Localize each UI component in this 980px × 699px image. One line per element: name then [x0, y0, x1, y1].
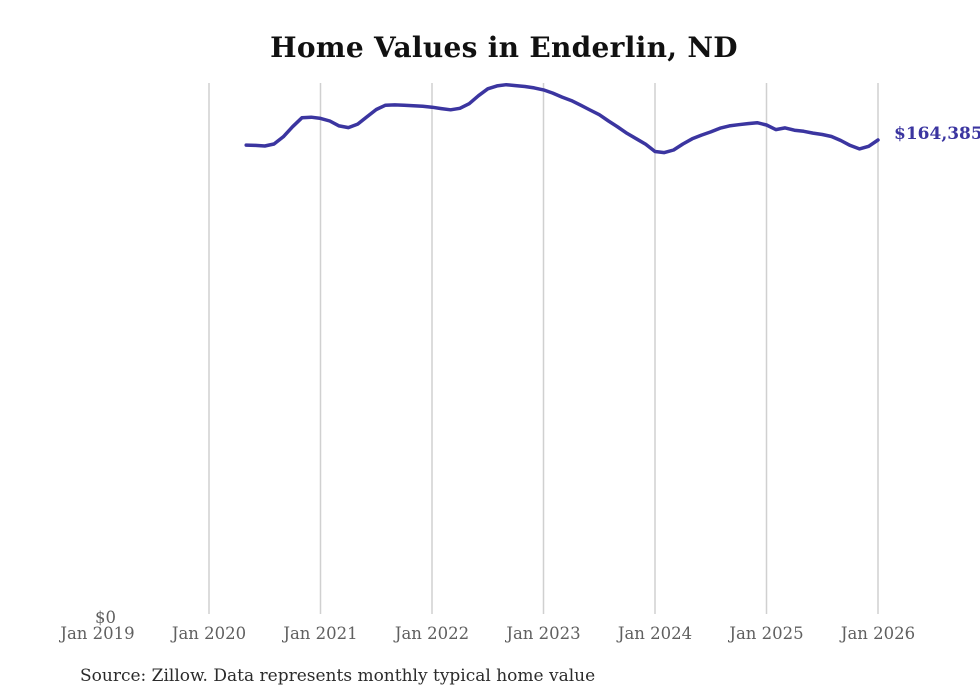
source-note: Source: Zillow. Data represents monthly … — [80, 666, 596, 686]
x-tick-label: Jan 2022 — [393, 624, 469, 643]
x-tick-label: Jan 2023 — [504, 624, 580, 643]
x-tick-label: Jan 2020 — [170, 624, 246, 643]
value-end-label: $164,385 — [894, 124, 980, 144]
x-tick-label: Jan 2024 — [616, 624, 692, 643]
x-tick-label: Jan 2021 — [281, 624, 357, 643]
x-tick-label: Jan 2025 — [727, 624, 803, 643]
x-tick-label: Jan 2026 — [839, 624, 915, 643]
x-tick-label: Jan 2019 — [58, 624, 134, 643]
series-line — [244, 82, 880, 155]
y-zero-label: $0 — [95, 608, 116, 627]
chart-title: Home Values in Enderlin, ND — [270, 31, 738, 64]
